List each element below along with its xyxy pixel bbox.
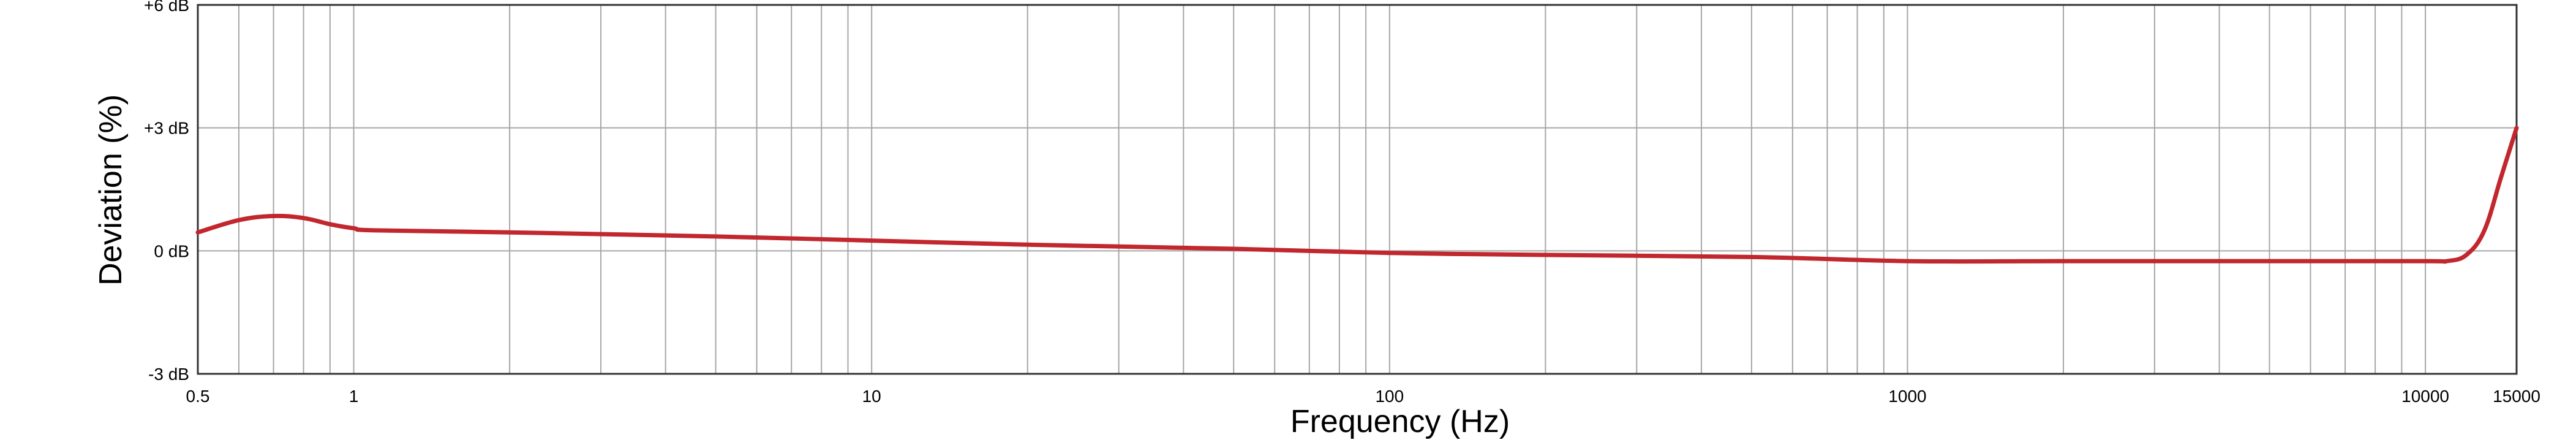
x-tick-label: 10 xyxy=(862,387,881,406)
x-tick-labels: 0.5 1 10 100 1000 10000 15000 xyxy=(186,387,2540,406)
x-tick-label: 10000 xyxy=(2401,387,2449,406)
y-tick-labels: -3 dB 0 dB +3 dB +6 dB xyxy=(144,0,189,384)
y-tick-label: +6 dB xyxy=(144,0,189,15)
y-tick-label: +3 dB xyxy=(144,119,189,138)
x-axis-title: Frequency (Hz) xyxy=(1290,404,1510,439)
grid xyxy=(198,4,2517,374)
plot-area-frame xyxy=(197,4,2518,375)
series-group xyxy=(195,126,2519,264)
series-line-0 xyxy=(195,126,2519,264)
x-tick-label: 15000 xyxy=(2493,387,2540,406)
y-axis-title: Deviation (%) xyxy=(93,94,129,286)
x-tick-label: 100 xyxy=(1375,387,1404,406)
x-tick-label: 1 xyxy=(349,387,359,406)
y-tick-label: -3 dB xyxy=(148,365,189,384)
x-tick-label: 0.5 xyxy=(186,387,210,406)
x-tick-label: 1000 xyxy=(1888,387,1926,406)
y-tick-label: 0 dB xyxy=(154,241,189,260)
